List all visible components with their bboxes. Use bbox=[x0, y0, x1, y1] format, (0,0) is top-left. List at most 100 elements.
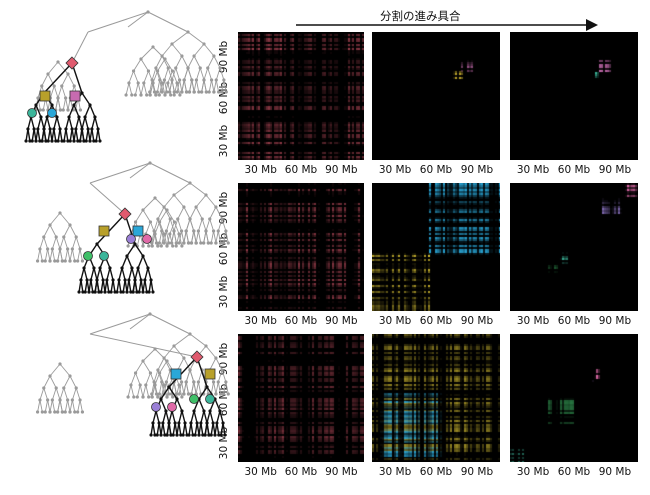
tree-edge bbox=[53, 85, 59, 99]
tree-node-circle-blue bbox=[47, 108, 57, 118]
tree-leaf bbox=[191, 433, 195, 437]
tree-edge bbox=[160, 386, 170, 400]
tree-edge bbox=[137, 255, 144, 269]
tree-edge bbox=[43, 62, 73, 94]
tree-edge bbox=[142, 197, 156, 211]
tree-edge bbox=[185, 218, 191, 232]
tree-edge bbox=[195, 206, 203, 220]
tree-edge bbox=[161, 82, 166, 96]
tree-leaf bbox=[163, 93, 167, 97]
tree-edge bbox=[134, 82, 139, 96]
tree-leaf bbox=[63, 259, 67, 263]
tree-edge bbox=[133, 70, 139, 84]
tree-edge bbox=[109, 267, 114, 281]
tree-edge bbox=[63, 387, 69, 401]
tree-node-square-olive bbox=[98, 225, 110, 237]
tree-leaf bbox=[177, 392, 181, 396]
tree-edge bbox=[169, 233, 174, 247]
tree-edge bbox=[195, 381, 199, 395]
tree-leaf bbox=[68, 139, 72, 143]
tree-leaf bbox=[180, 395, 184, 399]
tree-leaf bbox=[43, 410, 47, 414]
tree-edge bbox=[61, 85, 67, 99]
tree-edge bbox=[65, 97, 69, 111]
tree-edge bbox=[183, 79, 187, 93]
tree-edge bbox=[213, 230, 217, 244]
tree-edge bbox=[219, 67, 225, 81]
x-tick-label: 30 Mb bbox=[378, 315, 412, 327]
tree-edge bbox=[135, 360, 144, 374]
x-tick-label: 60 Mb bbox=[284, 315, 318, 327]
x-tick-label: 60 Mb bbox=[284, 164, 318, 176]
tree-edge bbox=[200, 410, 205, 424]
tree-edge bbox=[187, 31, 205, 45]
tree-edge bbox=[161, 381, 165, 395]
tree-leaf bbox=[165, 433, 169, 437]
tree-leaf bbox=[82, 139, 86, 143]
tree-edge bbox=[209, 410, 214, 424]
tree-edge bbox=[59, 387, 65, 401]
x-tick-label: 60 Mb bbox=[557, 164, 591, 176]
tree-leaf bbox=[197, 90, 201, 94]
tree-node-square-blue bbox=[132, 225, 144, 237]
tree-edge bbox=[67, 73, 75, 87]
tree-edge bbox=[168, 410, 173, 424]
tree-edge bbox=[62, 97, 67, 111]
tree-edge bbox=[221, 79, 225, 93]
tree-edge bbox=[71, 399, 76, 413]
tree-edge bbox=[27, 116, 32, 130]
tree-edge bbox=[160, 233, 165, 247]
tree-node-circle-green bbox=[83, 251, 93, 261]
tree-edge bbox=[83, 267, 88, 281]
tree-edge bbox=[79, 399, 83, 413]
tree-leaf bbox=[219, 90, 224, 94]
tree-edge bbox=[39, 236, 45, 250]
tree-edge bbox=[169, 218, 175, 232]
tree-edge bbox=[173, 182, 191, 196]
tree-edge bbox=[222, 422, 226, 436]
tree-leaf bbox=[182, 241, 186, 245]
tree-edge bbox=[152, 82, 157, 96]
tree-leaf bbox=[150, 244, 154, 248]
tree-edge bbox=[130, 372, 136, 386]
tree-leaf bbox=[76, 139, 80, 143]
tree-edge bbox=[149, 313, 191, 335]
tree-leaf bbox=[137, 290, 141, 294]
tree-edge bbox=[64, 248, 69, 262]
tree-edge bbox=[215, 230, 219, 244]
tree-leaf bbox=[206, 241, 210, 245]
heatmap-r1-c2 bbox=[372, 32, 500, 160]
tree-leaf bbox=[139, 93, 143, 97]
tree-leaf bbox=[78, 139, 82, 143]
tree-edge bbox=[89, 313, 151, 335]
tree-edge bbox=[225, 230, 229, 244]
tree-edge bbox=[217, 369, 223, 383]
tree-leaf bbox=[169, 433, 173, 437]
tree-leaf bbox=[223, 433, 227, 437]
tree-edge bbox=[144, 267, 149, 281]
tree-edge bbox=[80, 279, 84, 293]
tree-edge bbox=[106, 267, 111, 281]
x-tick-label: 90 Mb bbox=[460, 466, 494, 478]
tree-edge bbox=[121, 255, 128, 269]
tree-edge bbox=[81, 128, 85, 142]
tree-edge bbox=[65, 128, 69, 142]
tree-leaf bbox=[40, 139, 44, 143]
tree-leaf bbox=[28, 139, 32, 143]
tree-edge bbox=[159, 360, 168, 374]
tree-leaf bbox=[217, 433, 221, 437]
tree-leaf bbox=[172, 93, 176, 97]
tree-edge bbox=[49, 85, 55, 99]
tree-edge bbox=[128, 267, 133, 281]
tree-edge bbox=[89, 162, 151, 184]
tree-edge bbox=[57, 85, 63, 99]
tree-edge bbox=[203, 410, 208, 424]
tree-edge bbox=[142, 348, 156, 362]
tree-edge bbox=[166, 233, 171, 247]
tree-edge bbox=[43, 375, 51, 389]
tree-leaf bbox=[179, 433, 183, 437]
tree-leaf bbox=[148, 312, 152, 316]
tree-edge bbox=[163, 357, 171, 371]
tree-leaf bbox=[219, 241, 223, 245]
tree-leaf bbox=[214, 392, 218, 396]
